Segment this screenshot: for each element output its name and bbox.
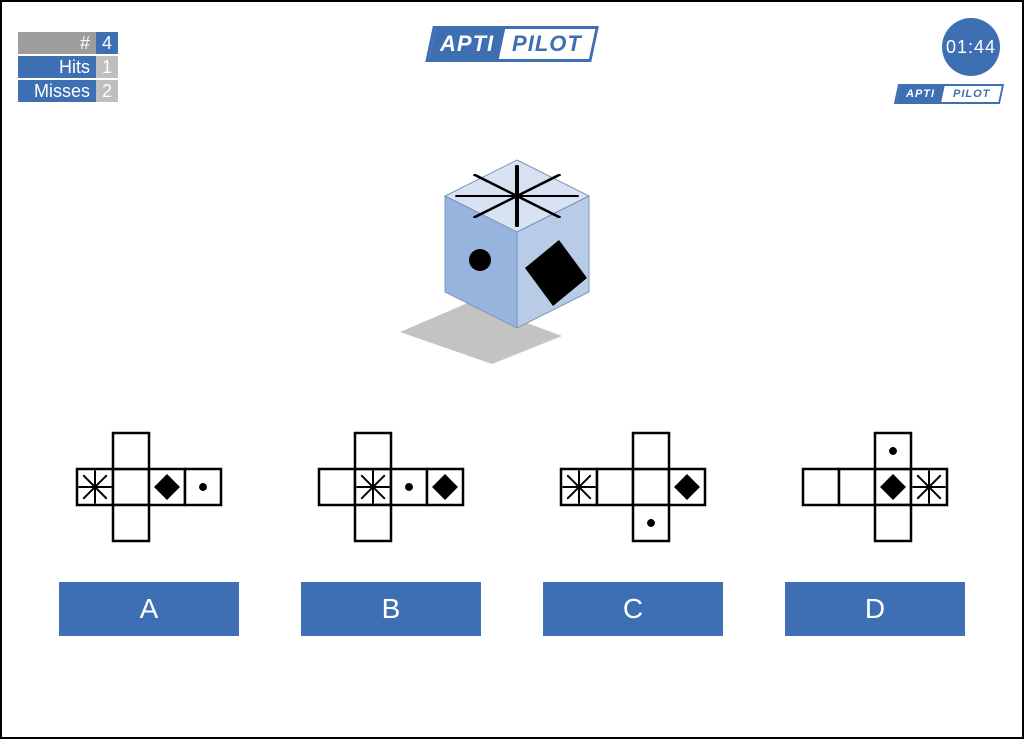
- logo-part2: PILOT: [953, 88, 990, 100]
- score-table: # 4 Hits 1 Misses 2: [18, 30, 118, 104]
- option-D: D: [780, 412, 970, 636]
- score-row-misses: Misses 2: [18, 80, 118, 102]
- answer-label: D: [865, 593, 885, 625]
- option-C: C: [538, 412, 728, 636]
- answer-label: A: [140, 593, 159, 625]
- question-cube: [362, 142, 662, 377]
- answer-label: B: [382, 593, 401, 625]
- answer-button-C[interactable]: C: [543, 582, 723, 636]
- logo-part1: APTI: [906, 88, 935, 100]
- logo-watermark: APTI PILOT: [893, 84, 1004, 104]
- net-D: [780, 412, 970, 562]
- answer-label: C: [623, 593, 643, 625]
- logo: APTI PILOT: [425, 26, 599, 62]
- option-B: B: [296, 412, 486, 636]
- logo-part2: PILOT: [512, 31, 582, 57]
- score-label: Misses: [18, 80, 96, 102]
- score-value: 1: [96, 56, 118, 78]
- cube-svg: [362, 142, 662, 372]
- answer-button-B[interactable]: B: [301, 582, 481, 636]
- score-label: Hits: [18, 56, 96, 78]
- option-A: A: [54, 412, 244, 636]
- net-A: [54, 412, 244, 562]
- answer-button-A[interactable]: A: [59, 582, 239, 636]
- logo-part1: APTI: [440, 31, 494, 57]
- answer-button-D[interactable]: D: [785, 582, 965, 636]
- score-label: #: [18, 32, 96, 54]
- score-row-number: # 4: [18, 32, 118, 54]
- net-B: [296, 412, 486, 562]
- score-value: 2: [96, 80, 118, 102]
- app-frame: # 4 Hits 1 Misses 2 APTI PILOT 01:44 APT…: [0, 0, 1024, 739]
- score-value: 4: [96, 32, 118, 54]
- net-C: [538, 412, 728, 562]
- timer-badge: 01:44: [942, 18, 1000, 76]
- timer-value: 01:44: [946, 37, 996, 58]
- score-row-hits: Hits 1: [18, 56, 118, 78]
- answer-options: A B C D: [2, 412, 1022, 636]
